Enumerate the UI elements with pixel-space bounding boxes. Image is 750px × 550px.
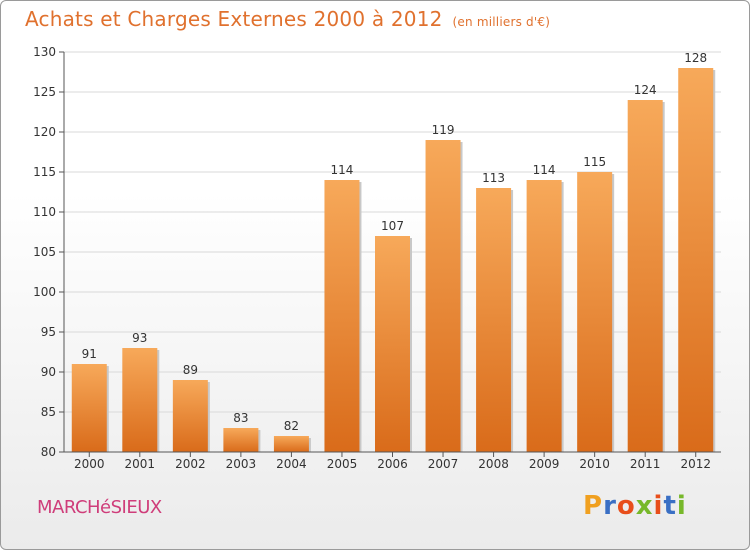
logo-letter: o (616, 491, 636, 521)
x-tick-label: 2006 (377, 457, 408, 471)
logo-letter: x (635, 491, 654, 521)
x-tick-label: 2001 (125, 457, 156, 471)
bar (627, 100, 663, 452)
bar (425, 140, 461, 452)
x-tick-label: 2000 (74, 457, 105, 471)
logo-letter: t (663, 491, 677, 521)
labels: 80 85 90 95 100 105 110 115 120 125 130 91 2000 93 200… (33, 45, 711, 471)
axes (59, 51, 721, 457)
bar-value-label: 93 (132, 331, 147, 345)
bar (577, 172, 613, 452)
y-tick-label: 110 (33, 205, 56, 219)
logo-letter: i (653, 491, 664, 521)
x-tick-label: 2003 (226, 457, 257, 471)
bar-value-label: 114 (331, 163, 354, 177)
y-tick-label: 115 (33, 165, 56, 179)
bar (526, 180, 562, 452)
x-tick-label: 2002 (175, 457, 206, 471)
x-tick-label: 2010 (579, 457, 610, 471)
bar (375, 236, 410, 452)
bar-value-label: 82 (284, 419, 299, 433)
logo-letter: P (583, 491, 604, 521)
bars (71, 68, 716, 452)
bar (273, 436, 309, 452)
commune-name: MARCHéSIEUX (37, 497, 162, 518)
y-tick-label: 120 (33, 125, 56, 139)
y-tick-label: 90 (41, 365, 56, 379)
x-tick-label: 2005 (327, 457, 358, 471)
y-tick-label: 125 (33, 85, 56, 99)
chart-unit: (en milliers d'€) (452, 15, 551, 29)
bar (172, 380, 208, 452)
x-tick-label: 2011 (630, 457, 661, 471)
x-tick-label: 2009 (529, 457, 560, 471)
bar (678, 68, 714, 452)
bar (122, 348, 158, 452)
x-tick-label: 2004 (276, 457, 307, 471)
bar-value-label: 124 (634, 83, 657, 97)
bar-value-label: 119 (432, 123, 455, 137)
y-tick-label: 85 (41, 405, 56, 419)
y-tick-label: 80 (41, 445, 56, 459)
bar (71, 364, 107, 452)
bar-value-label: 114 (533, 163, 556, 177)
logo-letter: i (676, 491, 687, 521)
bar-value-label: 91 (82, 347, 97, 361)
bar (476, 188, 512, 452)
chart-title-text: Achats et Charges Externes 2000 à 2012 (25, 7, 443, 31)
logo-letter: r (603, 491, 617, 521)
bar-value-label: 113 (482, 171, 505, 185)
bar-value-label: 83 (233, 411, 248, 425)
proxiti-logo: Proxiti (583, 491, 687, 521)
x-tick-label: 2012 (680, 457, 711, 471)
y-tick-label: 95 (41, 325, 56, 339)
bar-value-label: 128 (684, 51, 707, 65)
bar-value-label: 89 (183, 363, 198, 377)
x-tick-label: 2007 (428, 457, 459, 471)
y-tick-label: 105 (33, 245, 56, 259)
bar (324, 180, 360, 452)
bar-value-label: 107 (381, 219, 404, 233)
y-tick-label: 100 (33, 285, 56, 299)
bar (223, 428, 259, 452)
chart-title: Achats et Charges Externes 2000 à 2012 (e… (25, 7, 550, 31)
bar-value-label: 115 (583, 155, 606, 169)
y-tick-label: 130 (33, 45, 56, 59)
x-tick-label: 2008 (478, 457, 509, 471)
